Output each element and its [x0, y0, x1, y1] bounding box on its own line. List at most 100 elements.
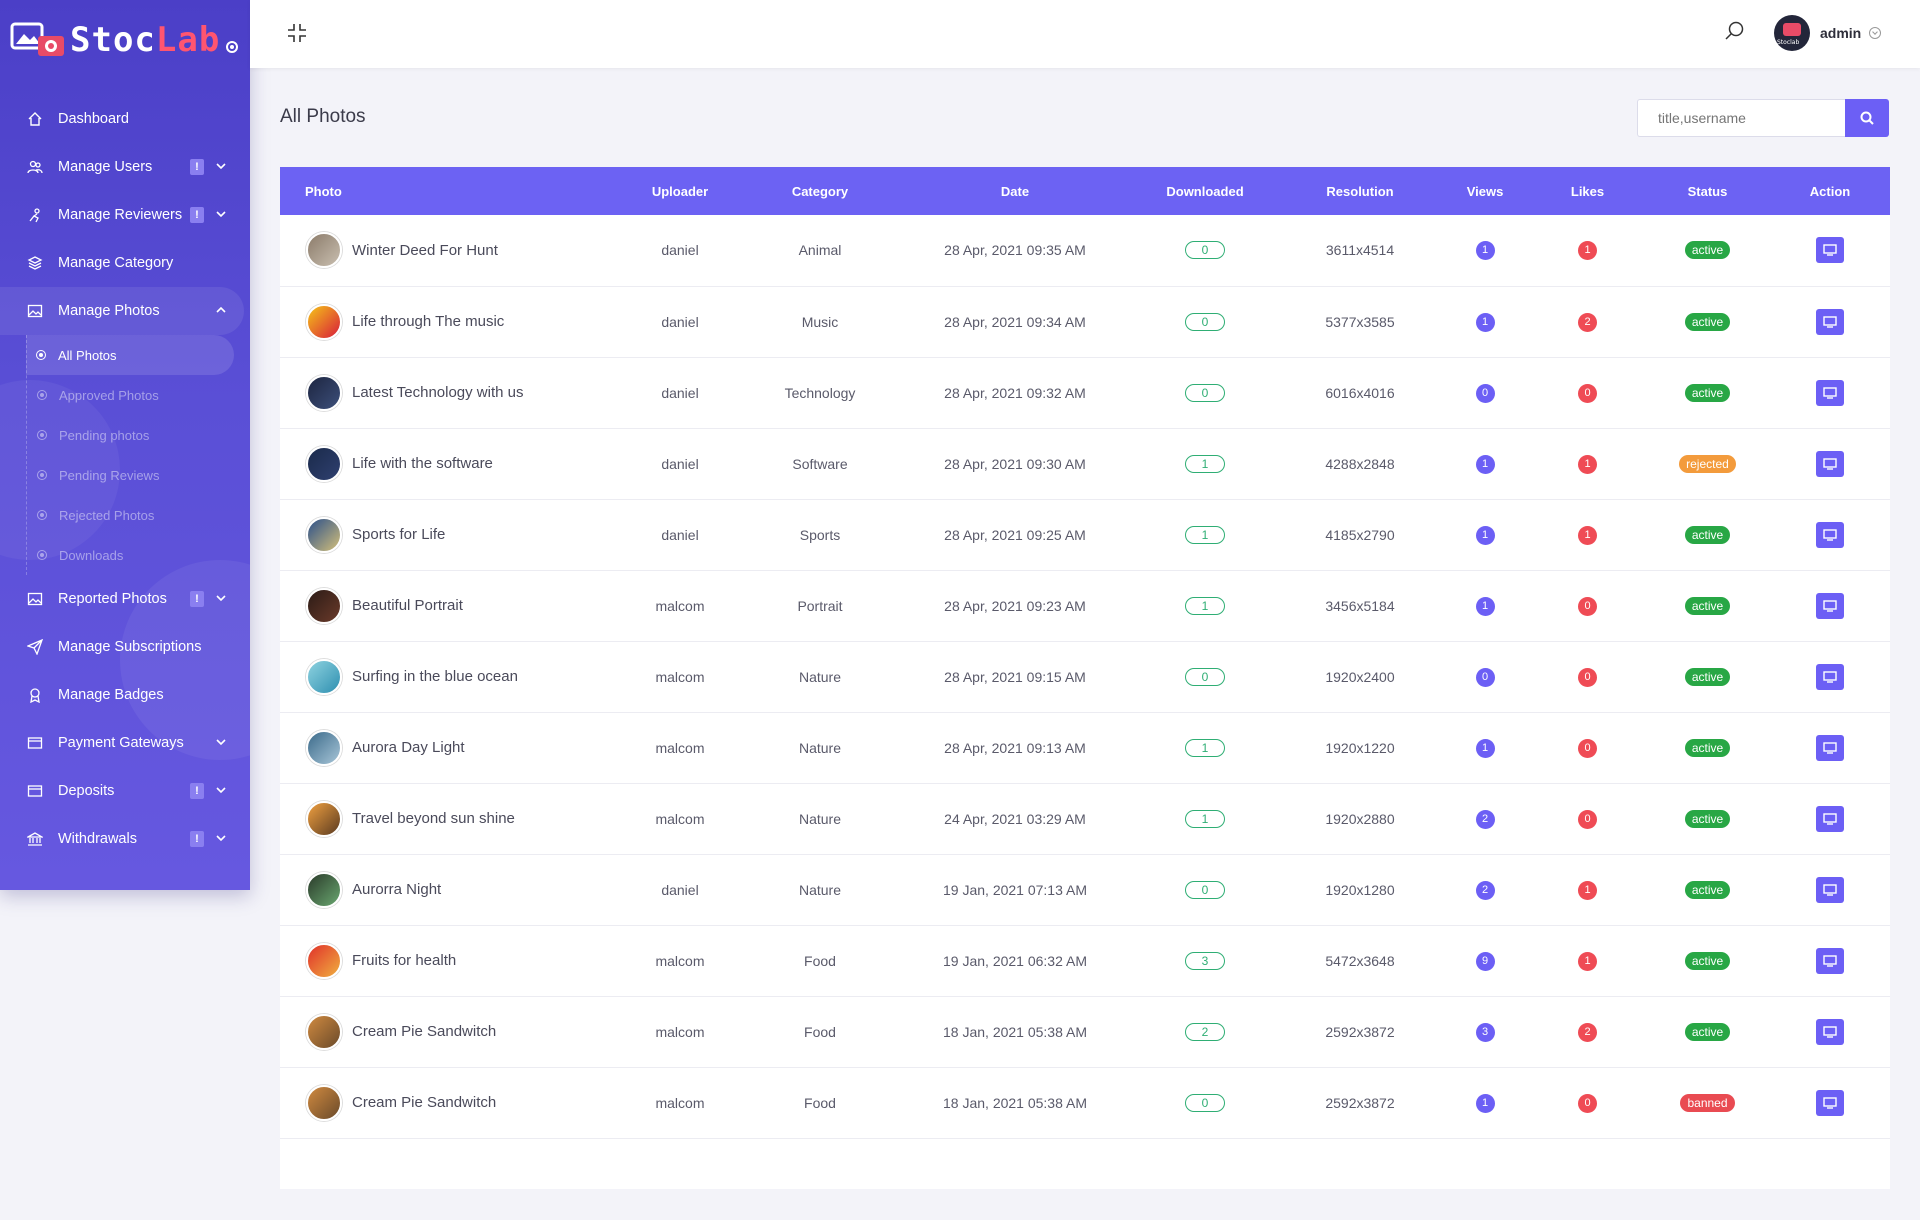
- page-title: All Photos: [280, 106, 366, 127]
- view-details-button[interactable]: [1816, 947, 1844, 974]
- submenu-approved-photos[interactable]: Approved Photos: [27, 375, 250, 415]
- chevron-down-icon: [214, 831, 228, 845]
- photo-cell: Fruits for health: [280, 925, 620, 996]
- submenu-rejected-photos[interactable]: Rejected Photos: [27, 495, 250, 535]
- photo-thumbnail[interactable]: [306, 729, 342, 766]
- logo[interactable]: StocLab: [10, 18, 239, 62]
- sidebar-pin-icon[interactable]: [226, 41, 239, 53]
- sidebar-item-manage-users[interactable]: Manage Users !: [0, 143, 250, 191]
- photo-cell: Latest Technology with us: [280, 357, 620, 428]
- likes-cell: 2: [1530, 996, 1645, 1067]
- date-cell: 28 Apr, 2021 09:30 AM: [944, 455, 1086, 472]
- photo-title: Winter Deed For Hunt: [352, 241, 498, 259]
- downloaded-cell: 0: [1130, 1067, 1280, 1138]
- uploader-cell: malcom: [655, 597, 705, 614]
- photo-thumbnail[interactable]: [306, 800, 342, 837]
- photo-thumbnail[interactable]: [306, 232, 342, 269]
- sidebar-item-deposits[interactable]: Deposits !: [0, 767, 250, 815]
- submenu-pending-reviews[interactable]: Pending Reviews: [27, 455, 250, 495]
- sidebar-item-manage-subscriptions[interactable]: Manage Subscriptions: [0, 623, 250, 671]
- bullet-icon: [37, 430, 47, 440]
- view-details-button[interactable]: [1816, 237, 1844, 264]
- view-details-button[interactable]: [1816, 805, 1844, 832]
- photo-cell: Cream Pie Sandwitch: [280, 1067, 620, 1138]
- sidebar-item-reported-photos[interactable]: Reported Photos !: [0, 575, 250, 623]
- downloaded-badge: 1: [1185, 596, 1225, 615]
- table-row: Life through The music daniel Music 28 Apr,…: [280, 286, 1890, 357]
- sidebar-item-manage-category[interactable]: Manage Category: [0, 239, 250, 287]
- category-cell: Food: [804, 1023, 836, 1040]
- table-row: Fruits for health malcom Food 19 Jan, 2021 …: [280, 925, 1890, 996]
- status-cell: active: [1645, 215, 1770, 286]
- downloaded-cell: 0: [1130, 357, 1280, 428]
- photos-table: Photo Uploader Category Date Downloaded …: [280, 167, 1890, 1139]
- users-icon: [26, 158, 44, 176]
- chevron-down-icon: [214, 159, 228, 173]
- photo-thumbnail[interactable]: [306, 303, 342, 340]
- sidebar-nav: Dashboard Manage Users ! Manage Reviewer…: [0, 95, 250, 863]
- view-details-button[interactable]: [1816, 592, 1844, 619]
- photo-thumbnail[interactable]: [306, 871, 342, 908]
- downloaded-badge: 0: [1185, 880, 1225, 899]
- downloaded-badge: 0: [1185, 383, 1225, 402]
- submenu-pending-photos[interactable]: Pending photos: [27, 415, 250, 455]
- photo-thumbnail[interactable]: [306, 658, 342, 695]
- view-details-button[interactable]: [1816, 308, 1844, 335]
- collapse-sidebar-button[interactable]: [286, 22, 310, 46]
- avatar: [1774, 15, 1810, 51]
- likes-cell: 0: [1530, 712, 1645, 783]
- status-cell: active: [1645, 783, 1770, 854]
- view-details-button[interactable]: [1816, 1089, 1844, 1116]
- sidebar-item-label: Withdrawals: [58, 831, 137, 847]
- date-cell: 18 Jan, 2021 05:38 AM: [943, 1023, 1087, 1040]
- monitor-icon: [1823, 244, 1837, 256]
- view-details-button[interactable]: [1816, 663, 1844, 690]
- photo-thumbnail[interactable]: [306, 1013, 342, 1050]
- sidebar-item-withdrawals[interactable]: Withdrawals !: [0, 815, 250, 863]
- submenu-all-photos[interactable]: All Photos: [26, 335, 234, 375]
- resolution-cell: 5377x3585: [1325, 313, 1395, 330]
- views-cell: 1: [1440, 1067, 1530, 1138]
- bullet-icon: [37, 470, 47, 480]
- view-details-button[interactable]: [1816, 450, 1844, 477]
- photo-title: Life through The music: [352, 313, 505, 330]
- col-header-resolution: Resolution: [1326, 183, 1394, 199]
- view-details-button[interactable]: [1816, 876, 1844, 903]
- photo-title: Aurora Day Light: [352, 739, 465, 756]
- photo-thumbnail[interactable]: [306, 445, 342, 482]
- sidebar-item-manage-badges[interactable]: Manage Badges: [0, 671, 250, 719]
- date-cell: 28 Apr, 2021 09:25 AM: [944, 526, 1086, 543]
- photo-cell: Aurorra Night: [280, 854, 620, 925]
- search-input[interactable]: [1637, 99, 1845, 137]
- user-menu[interactable]: admin: [1774, 15, 1882, 51]
- photo-thumbnail[interactable]: [306, 942, 342, 979]
- search-submit-button[interactable]: [1845, 99, 1889, 137]
- view-details-button[interactable]: [1816, 379, 1844, 406]
- view-details-button[interactable]: [1816, 521, 1844, 548]
- alert-badge: !: [190, 207, 204, 223]
- sidebar-item-manage-reviewers[interactable]: Manage Reviewers !: [0, 191, 250, 239]
- action-cell: [1770, 215, 1890, 286]
- view-details-button[interactable]: [1816, 1018, 1844, 1045]
- photo-thumbnail[interactable]: [306, 1084, 342, 1121]
- sidebar-item-manage-photos[interactable]: Manage Photos: [0, 287, 244, 335]
- submenu-downloads[interactable]: Downloads: [27, 535, 250, 575]
- photo-thumbnail[interactable]: [306, 374, 342, 411]
- photo-thumbnail[interactable]: [306, 587, 342, 624]
- search-toggle-button[interactable]: [1724, 20, 1748, 44]
- uploader-cell: daniel: [661, 526, 699, 543]
- views-badge: 0: [1475, 667, 1495, 687]
- likes-badge: 1: [1578, 951, 1597, 971]
- photo-cell: Winter Deed For Hunt: [280, 215, 620, 286]
- category-cell: Nature: [798, 810, 842, 827]
- sidebar-item-payment-gateways[interactable]: Payment Gateways: [0, 719, 250, 767]
- view-details-button[interactable]: [1816, 734, 1844, 761]
- chevron-down-icon: [214, 591, 228, 605]
- sidebar-item-dashboard[interactable]: Dashboard: [0, 95, 250, 143]
- photo-thumbnail[interactable]: [306, 516, 342, 553]
- views-badge: 2: [1475, 880, 1495, 900]
- status-badge: active: [1684, 383, 1731, 402]
- photo-title: Cream Pie Sandwitch: [352, 1023, 497, 1040]
- monitor-icon: [1823, 741, 1837, 754]
- status-cell: active: [1645, 712, 1770, 783]
